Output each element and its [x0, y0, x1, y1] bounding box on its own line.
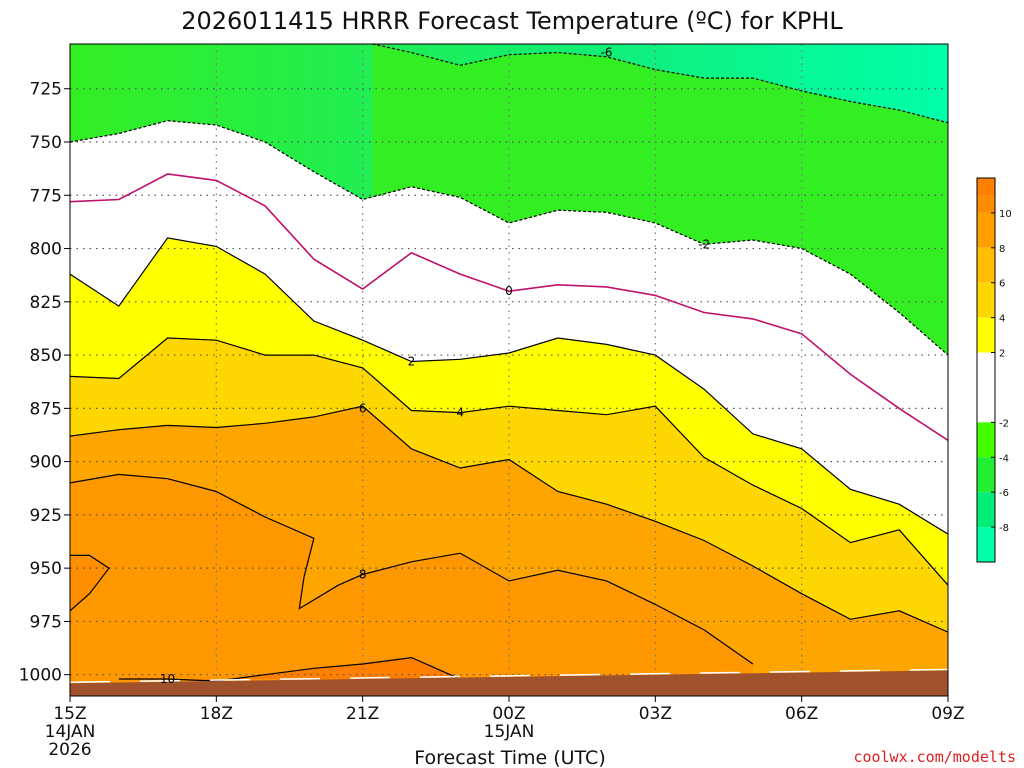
y-tick-label: 975 — [30, 612, 62, 632]
contour-line — [372, 44, 948, 124]
fill-band-above-10 — [118, 657, 461, 682]
contour-line — [70, 173, 948, 441]
x-tick-label: 09Z — [931, 704, 964, 724]
colorbar-band — [977, 317, 995, 353]
x-tick-label: 15Z — [53, 704, 86, 724]
fill-band-8-to-10 — [70, 474, 753, 696]
y-tick-label: 775 — [30, 186, 62, 206]
colorbar-band — [977, 422, 995, 458]
colorbar-tick-label: 4 — [999, 314, 1005, 325]
grid-lines — [70, 44, 948, 696]
contour-line — [70, 473, 754, 665]
contour-line — [70, 237, 948, 535]
colorbar-tick-label: 8 — [999, 244, 1005, 255]
y-axis-ticks: 725 750 775 800 825 850 875 900 925 950 975 1000 — [19, 80, 70, 686]
x-tick-sublabel: 15JAN — [484, 722, 535, 742]
chart-title: 2026011415 HRRR Forecast Temperature (ºC… — [181, 7, 843, 35]
colorbar-band — [977, 457, 995, 493]
x-tick-label: 00Z — [492, 704, 525, 724]
ground-surface — [70, 668, 948, 696]
y-tick-label: 750 — [30, 133, 62, 153]
ground-fill — [70, 670, 948, 696]
colorbar-tick-label: 2 — [999, 349, 1005, 360]
contour-line — [70, 405, 948, 633]
contour-label: -2 — [698, 237, 710, 251]
y-tick-label: 950 — [30, 559, 62, 579]
colorbar-tick-label: 6 — [999, 279, 1005, 290]
y-tick-label: 850 — [30, 346, 62, 366]
y-tick-label: 925 — [30, 506, 62, 526]
colorbar-tick-label: -8 — [999, 523, 1009, 534]
contour-line — [118, 656, 461, 682]
contour-label: 2 — [408, 354, 416, 368]
contour-line — [70, 120, 948, 356]
colorbar-band — [977, 195, 995, 213]
y-tick-label: 875 — [30, 399, 62, 419]
colorbar-band — [977, 212, 995, 248]
y-tick-label: 825 — [30, 293, 62, 313]
contour-label: 6 — [359, 401, 367, 415]
contour-line — [70, 337, 948, 586]
ground-edge — [70, 668, 948, 683]
contour-label: 0 — [505, 284, 513, 298]
colorbar-band — [977, 282, 995, 318]
colorbar-band — [977, 247, 995, 283]
credit-link[interactable]: coolwx.com/modelts — [853, 748, 1016, 766]
x-axis-label: Forecast Time (UTC) — [414, 747, 605, 768]
x-tick-label: 03Z — [639, 704, 672, 724]
colorbar-tick-label: -4 — [999, 453, 1009, 464]
colorbar: 10 8 6 4 2 -2 -4 -6 -8 — [976, 177, 1012, 563]
colorbar-tick-label: -2 — [999, 418, 1009, 429]
colorbar-band — [977, 352, 995, 423]
x-tick-label: 21Z — [346, 704, 379, 724]
colorbar-band — [977, 492, 995, 528]
colorbar-tick-label: 10 — [999, 209, 1012, 220]
contour-label: 10 — [160, 672, 175, 686]
contour-label: 4 — [456, 406, 464, 420]
x-tick-label: 18Z — [200, 704, 233, 724]
x-tick-sublabel: 14JAN — [45, 722, 96, 742]
plot-area — [70, 44, 948, 696]
colorbar-frame — [976, 177, 996, 563]
colorbar-tick-label: -6 — [999, 488, 1009, 499]
fill-band-8-pocket — [70, 555, 109, 611]
contour-lines — [70, 44, 948, 682]
x-tick-sublabel: 2026 — [48, 740, 91, 760]
temperature-fill-bands — [70, 44, 948, 696]
y-tick-label: 900 — [30, 453, 62, 473]
colorbar-band — [977, 178, 995, 196]
colorbar-band — [977, 527, 995, 562]
contour-line — [70, 554, 110, 612]
contour-labels: -6 -2 0 2 4 6 8 10 — [160, 46, 710, 686]
y-tick-label: 1000 — [19, 666, 62, 686]
y-tick-label: 800 — [30, 240, 62, 260]
y-tick-label: 725 — [30, 80, 62, 100]
x-tick-label: 06Z — [785, 704, 818, 724]
contour-label: 8 — [359, 568, 367, 582]
contour-label: -6 — [601, 46, 613, 60]
